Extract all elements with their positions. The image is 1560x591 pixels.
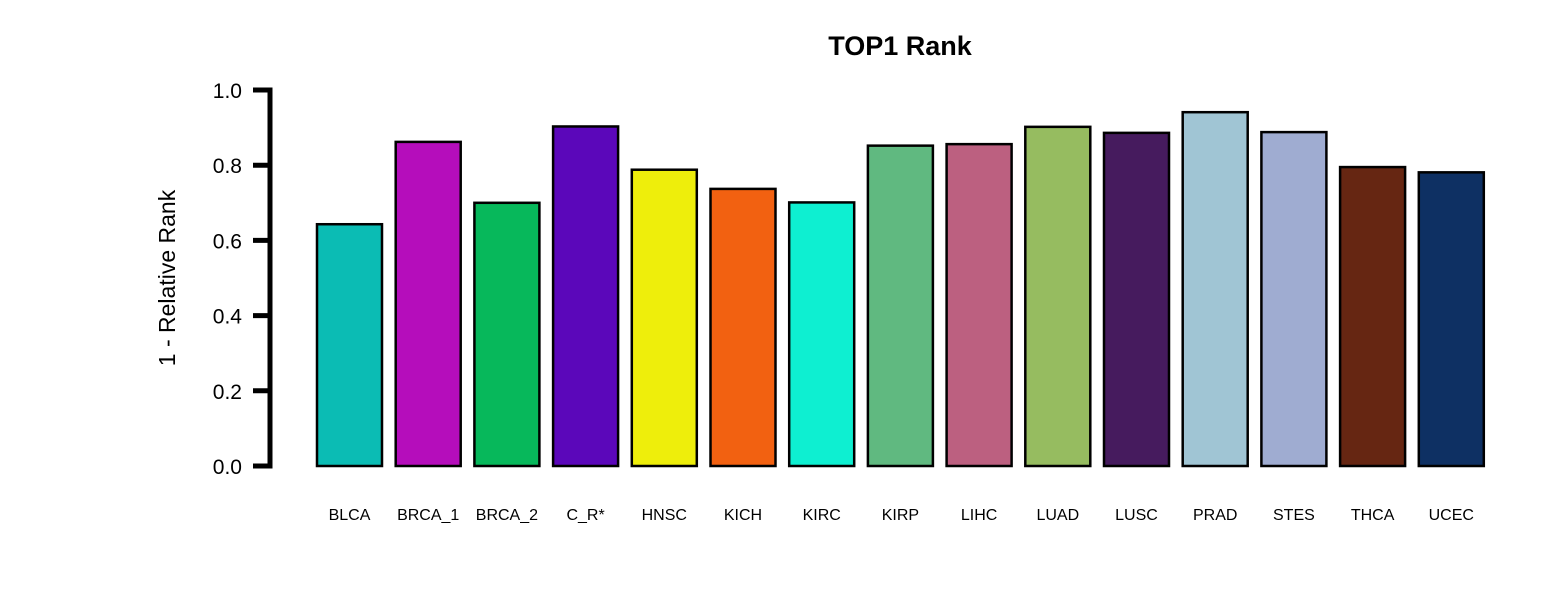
bar-ucec bbox=[1417, 171, 1486, 468]
x-tick-label: PRAD bbox=[1193, 507, 1237, 524]
bar-luad bbox=[1024, 125, 1092, 468]
bar-lihc bbox=[945, 142, 1013, 468]
bar-kirp bbox=[866, 144, 935, 468]
x-tick-label: KICH bbox=[724, 507, 762, 524]
x-tick-label: KIRC bbox=[803, 507, 841, 524]
y-tick-label: 1.0 bbox=[213, 80, 242, 103]
y-tick-label: 0.0 bbox=[213, 456, 242, 479]
y-axis: 0.0 0.2 0.4 0.6 0.8 1.0 bbox=[213, 80, 273, 479]
x-tick-label: BLCA bbox=[329, 507, 371, 524]
x-tick-label: KIRP bbox=[882, 507, 919, 524]
x-axis-labels: BLCA BRCA_1 BRCA_2 C_R* HNSC KICH KIRC KIRP LIHC… bbox=[329, 507, 1474, 524]
x-tick-label: LUAD bbox=[1036, 507, 1079, 524]
x-tick-label: LUSC bbox=[1115, 507, 1158, 524]
bar-c-r bbox=[551, 125, 620, 468]
bar-brca-1 bbox=[394, 140, 462, 468]
chart-title: TOP1 Rank bbox=[828, 31, 973, 61]
y-axis-label: 1 - Relative Rank bbox=[154, 189, 180, 366]
bar-kich bbox=[709, 187, 777, 468]
bar-lusc bbox=[1102, 131, 1171, 468]
x-tick-label: LIHC bbox=[961, 507, 997, 524]
y-tick-label: 0.8 bbox=[213, 155, 242, 178]
y-tick-label: 0.6 bbox=[213, 230, 242, 253]
x-tick-label: STES bbox=[1273, 507, 1315, 524]
bars bbox=[315, 110, 1486, 468]
y-tick-label: 0.4 bbox=[213, 306, 243, 329]
x-tick-label: HNSC bbox=[642, 507, 687, 524]
x-tick-label: UCEC bbox=[1429, 507, 1474, 524]
bar-thca bbox=[1338, 165, 1407, 468]
bar-kirc bbox=[787, 201, 856, 468]
bar-brca-2 bbox=[473, 201, 541, 468]
x-tick-label: C_R* bbox=[566, 507, 604, 524]
x-tick-label: BRCA_2 bbox=[476, 507, 538, 524]
bar-hnsc bbox=[630, 168, 699, 468]
bar-prad bbox=[1181, 110, 1249, 468]
bar-blca bbox=[315, 222, 384, 468]
x-tick-label: THCA bbox=[1351, 507, 1395, 524]
y-tick-label: 0.2 bbox=[213, 381, 242, 404]
bar-stes bbox=[1260, 130, 1328, 468]
x-tick-label: BRCA_1 bbox=[397, 507, 459, 524]
